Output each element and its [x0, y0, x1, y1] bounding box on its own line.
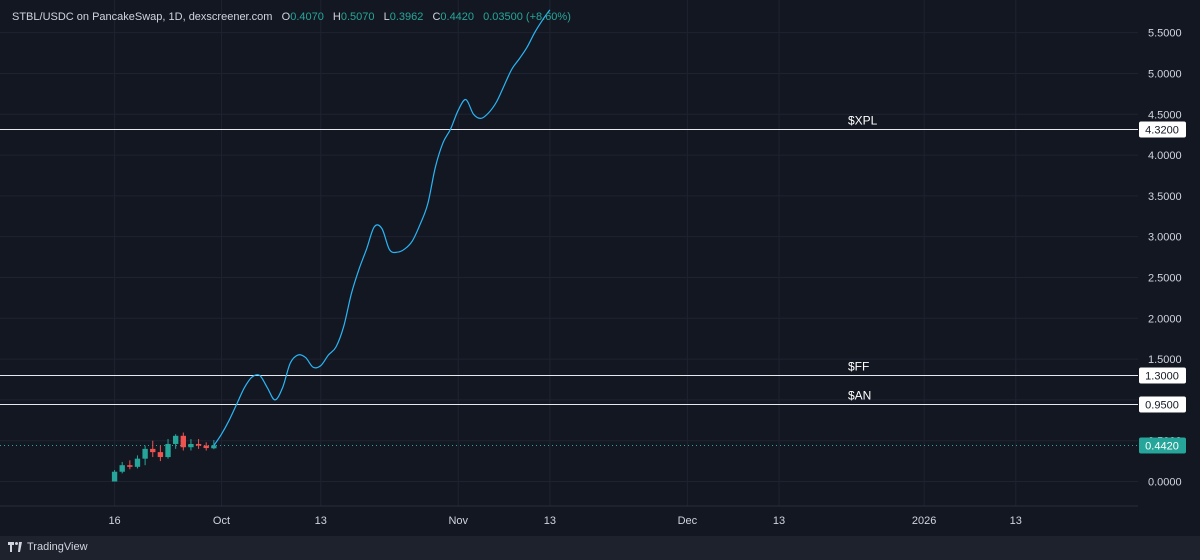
x-tick-label: Oct — [213, 515, 230, 527]
candle-body — [119, 465, 125, 472]
candle-body — [111, 471, 118, 482]
candle-body — [211, 445, 217, 449]
chart-legend: STBL/USDC on PancakeSwap, 1D, dexscreene… — [12, 11, 577, 23]
level-price-text: 1.3000 — [1145, 371, 1179, 383]
level-label: $FF — [848, 360, 869, 374]
high-label: H — [332, 11, 341, 23]
x-tick-label: 13 — [773, 515, 785, 527]
candle-body — [127, 465, 133, 467]
level-price-tag — [1139, 121, 1186, 138]
y-tick-label: 5.0000 — [1148, 68, 1182, 80]
candle-body — [150, 448, 156, 453]
low-label: L — [383, 11, 390, 23]
level-label: $AN — [848, 389, 871, 403]
candle-body — [157, 452, 164, 458]
candle-body — [195, 443, 202, 446]
change-value: 0.03500 (+8.60%) — [483, 11, 571, 23]
candle-body — [203, 445, 209, 449]
open-value: 0.4070 — [290, 11, 324, 23]
footer-bar: TradingView — [0, 536, 1200, 560]
level-price-text: 4.3200 — [1145, 125, 1179, 137]
x-tick-label: 16 — [108, 515, 120, 527]
open-label: O — [281, 11, 291, 23]
candle-body — [142, 448, 148, 459]
y-tick-label: 4.0000 — [1148, 150, 1182, 162]
close-label: C — [432, 11, 441, 23]
tradingview-brand[interactable]: TradingView — [8, 541, 88, 553]
price-chart[interactable]: $XPL$FF$AN 0.00000.50001.00001.50002.000… — [0, 0, 1200, 536]
level-price-text: 0.9500 — [1145, 400, 1179, 412]
y-tick-label: 5.5000 — [1148, 28, 1182, 40]
high-value: 0.5070 — [340, 11, 375, 23]
y-tick-label: 3.5000 — [1148, 191, 1182, 203]
tradingview-logo-icon — [8, 542, 22, 552]
level-price-tag — [1139, 367, 1186, 384]
y-tick-label: 2.5000 — [1148, 272, 1182, 284]
symbol-title: STBL/USDC on PancakeSwap, 1D, dexscreene… — [12, 11, 273, 23]
x-tick-label: Nov — [448, 515, 468, 527]
x-tick-label: 13 — [544, 515, 556, 527]
y-tick-label: 0.0000 — [1148, 477, 1182, 489]
candle-body — [134, 458, 141, 467]
x-tick-label: 13 — [315, 515, 327, 527]
candle-body — [172, 435, 179, 444]
candle-body — [180, 435, 186, 448]
brand-label: TradingView — [27, 541, 88, 553]
chart-background — [0, 0, 1200, 536]
x-tick-label: Dec — [678, 515, 698, 527]
y-tick-label: 4.5000 — [1148, 109, 1182, 121]
x-tick-label: 13 — [1010, 515, 1022, 527]
y-tick-label: 2.0000 — [1148, 313, 1182, 325]
last-price-tag — [1139, 437, 1186, 454]
y-tick-label: 1.5000 — [1148, 354, 1182, 366]
level-label: $XPL — [848, 114, 878, 128]
candle-body — [165, 443, 171, 458]
last-price-text: 0.4420 — [1145, 441, 1179, 453]
x-tick-label: 2026 — [912, 515, 936, 527]
projection-line — [213, 9, 551, 446]
low-value: 0.3962 — [389, 11, 424, 23]
y-tick-label: 3.0000 — [1148, 232, 1182, 244]
level-price-tag — [1139, 396, 1186, 413]
candle-body — [188, 443, 194, 448]
close-value: 0.4420 — [440, 11, 475, 23]
